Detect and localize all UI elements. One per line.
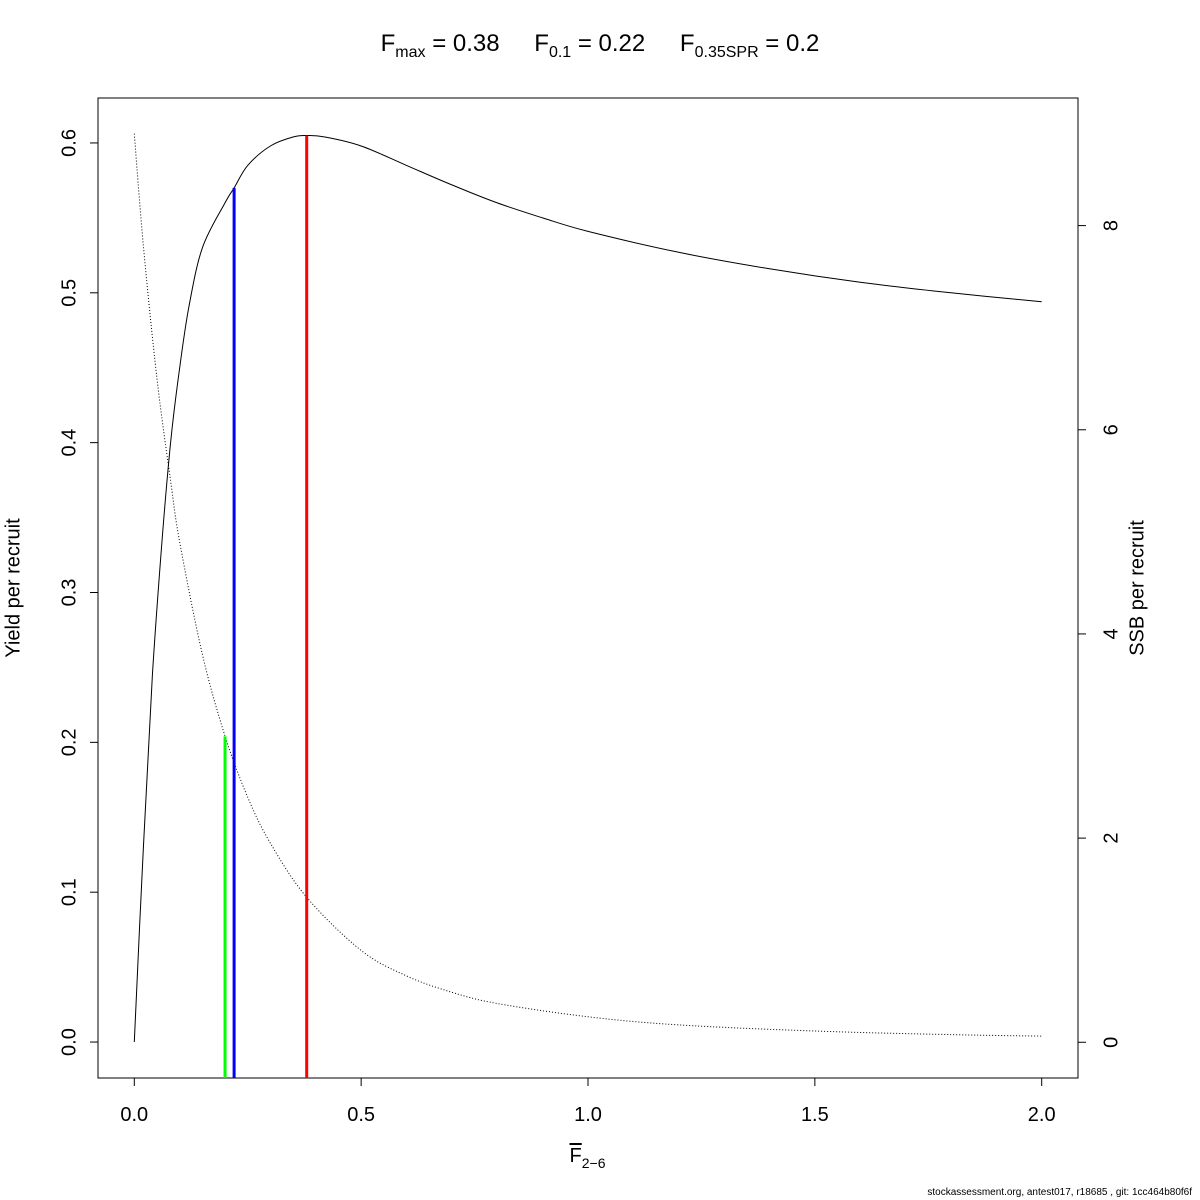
x-tick-label: 1.5 <box>801 1104 829 1126</box>
yield-per-recruit-curve <box>133 134 1042 1043</box>
ssb-per-recruit-curve <box>133 133 1042 1037</box>
y-right-tick-label: 0 <box>1100 1037 1122 1048</box>
y-axis-label-right: SSB per recruit <box>1126 520 1149 656</box>
footer-note: stockassessment.org, antest017, r18685 ,… <box>927 1187 1192 1198</box>
title-f035spr: F0.35SPR = 0.2 <box>679 30 820 61</box>
chart-title: Fmax = 0.38 F0.1 = 0.22 F0.35SPR = 0.2 <box>0 30 1200 62</box>
title-f01: F0.1 = 0.22 <box>534 30 646 61</box>
y-left-tick-label: 0.1 <box>58 878 80 906</box>
x-tick-label: 0.0 <box>120 1104 148 1126</box>
y-left-tick-label: 0.6 <box>58 129 80 157</box>
y-right-tick-label: 8 <box>1100 220 1122 231</box>
x-tick-label: 1.0 <box>574 1104 602 1126</box>
title-fmax: Fmax = 0.38 <box>380 30 500 61</box>
plot-frame <box>97 97 1079 1079</box>
y-left-tick-label: 0.5 <box>58 279 80 307</box>
y-right-tick-label: 2 <box>1100 833 1122 844</box>
y-left-tick-label: 0.2 <box>58 728 80 756</box>
y-right-tick-label: 4 <box>1100 628 1122 639</box>
x-tick-label: 0.5 <box>347 1104 375 1126</box>
x-axis-label: F2−6 <box>569 1145 606 1171</box>
x-tick-label: 2.0 <box>1028 1104 1056 1126</box>
y-left-tick-label: 0.3 <box>58 579 80 607</box>
y-left-tick-label: 0.4 <box>58 429 80 457</box>
y-right-tick-label: 6 <box>1100 424 1122 435</box>
y-axis-label-left: Yield per recruit <box>2 518 25 658</box>
y-left-tick-label: 0.0 <box>58 1028 80 1056</box>
